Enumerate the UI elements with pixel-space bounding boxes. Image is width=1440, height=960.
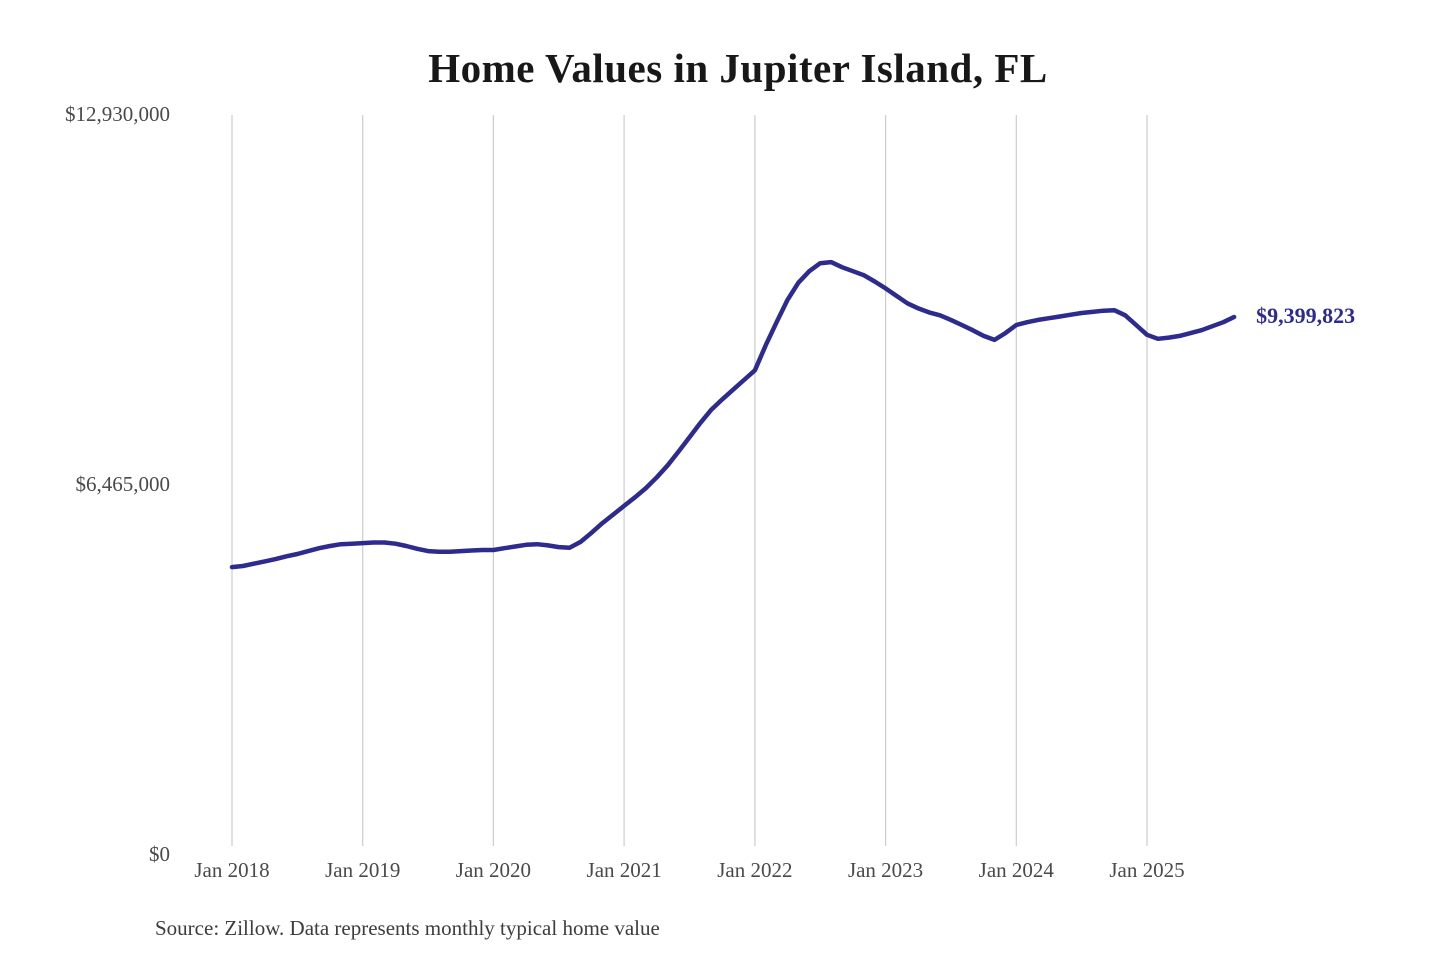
latest-value-label: $9,399,823 [1256, 303, 1356, 329]
y-tick-label: $12,930,000 [65, 102, 170, 126]
value-line [229, 259, 1237, 570]
x-tick-label: Jan 2021 [586, 858, 662, 882]
x-tick-label: Jan 2018 [194, 858, 270, 882]
y-tick-label: $0 [149, 842, 170, 866]
y-tick-label: $6,465,000 [75, 472, 171, 496]
x-tick-label: Jan 2022 [717, 858, 793, 882]
x-tick-label: Jan 2025 [1109, 858, 1185, 882]
source-note: Source: Zillow. Data represents monthly … [155, 916, 660, 940]
chart-title: Home Values in Jupiter Island, FL [428, 45, 1048, 91]
x-tick-label: Jan 2019 [325, 858, 401, 882]
x-tick-label: Jan 2020 [455, 858, 532, 882]
x-tick-label: Jan 2024 [978, 858, 1054, 882]
x-tick-label: Jan 2023 [847, 858, 924, 882]
